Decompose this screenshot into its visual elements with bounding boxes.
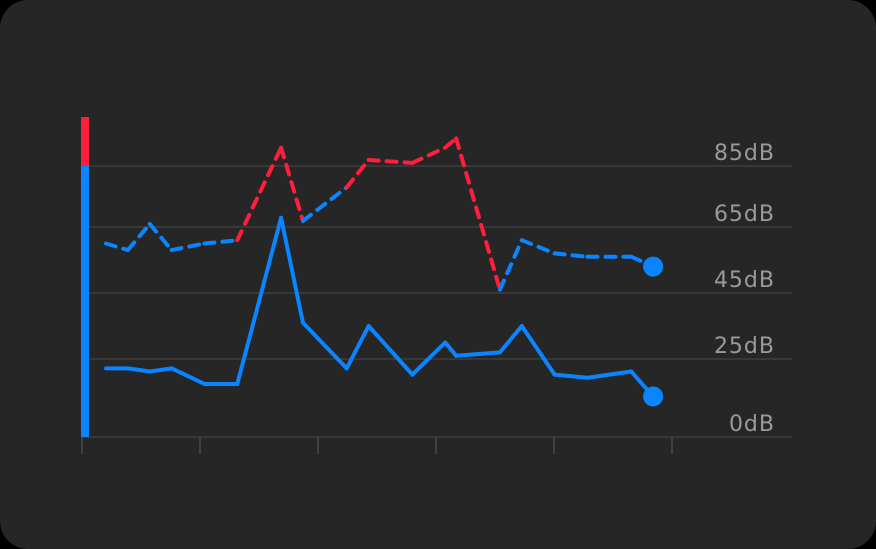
dashed-series-segment	[443, 136, 459, 150]
y-tick-label: 0dB	[729, 412, 775, 437]
dashed-series-segment	[169, 241, 207, 253]
solid-series-segment	[147, 366, 174, 374]
y-tick-label: 45dB	[714, 268, 775, 293]
solid-series-segment	[235, 215, 284, 386]
solid-series-segment	[366, 324, 415, 377]
dashed-series-segment	[125, 221, 152, 253]
solid-series-segment	[585, 369, 634, 380]
dashed-series-segment	[147, 221, 174, 253]
solid-series-segment	[125, 366, 152, 374]
solid-series-segment	[519, 324, 557, 377]
dashed-series-end-marker	[643, 256, 664, 277]
y-tick-labels: 0dB 25dB 45dB 65dB 85dB	[714, 141, 775, 437]
level-bar-alert	[81, 117, 89, 166]
level-bar	[81, 117, 89, 437]
dashed-series-segment	[279, 145, 305, 223]
solid-series-segment	[443, 340, 459, 358]
dashed-series-segment	[410, 145, 448, 165]
solid-series-segment	[497, 324, 524, 355]
solid-series-segment	[300, 320, 349, 371]
solid-series-end-marker	[643, 386, 664, 407]
grid-lines	[82, 165, 792, 438]
y-tick-label: 25dB	[714, 334, 775, 359]
solid-series-segment	[279, 215, 305, 325]
solid-series-segment	[552, 372, 590, 380]
dashed-series-segment	[552, 251, 590, 259]
dashed-series-segment	[497, 238, 524, 292]
solid-series-segment	[344, 324, 371, 371]
x-ticks	[81, 437, 673, 454]
y-tick-label: 85dB	[714, 141, 775, 166]
dashed-series-segment	[344, 157, 371, 190]
dashed-series-segment	[104, 241, 130, 253]
dashed-series-segment	[202, 238, 240, 246]
dashed-series-segment	[300, 185, 349, 223]
solid-series-segment	[454, 350, 502, 358]
dashed-series-segment	[519, 238, 557, 256]
y-tick-label: 65dB	[714, 202, 775, 227]
dashed-series-segment	[454, 136, 502, 292]
solid-series-segment	[169, 366, 207, 386]
level-bar-normal	[81, 166, 89, 437]
solid-series-segment	[410, 340, 448, 377]
dashed-series-segment	[235, 145, 284, 243]
series-lines	[104, 136, 664, 407]
dashed-series-segment	[366, 157, 415, 165]
